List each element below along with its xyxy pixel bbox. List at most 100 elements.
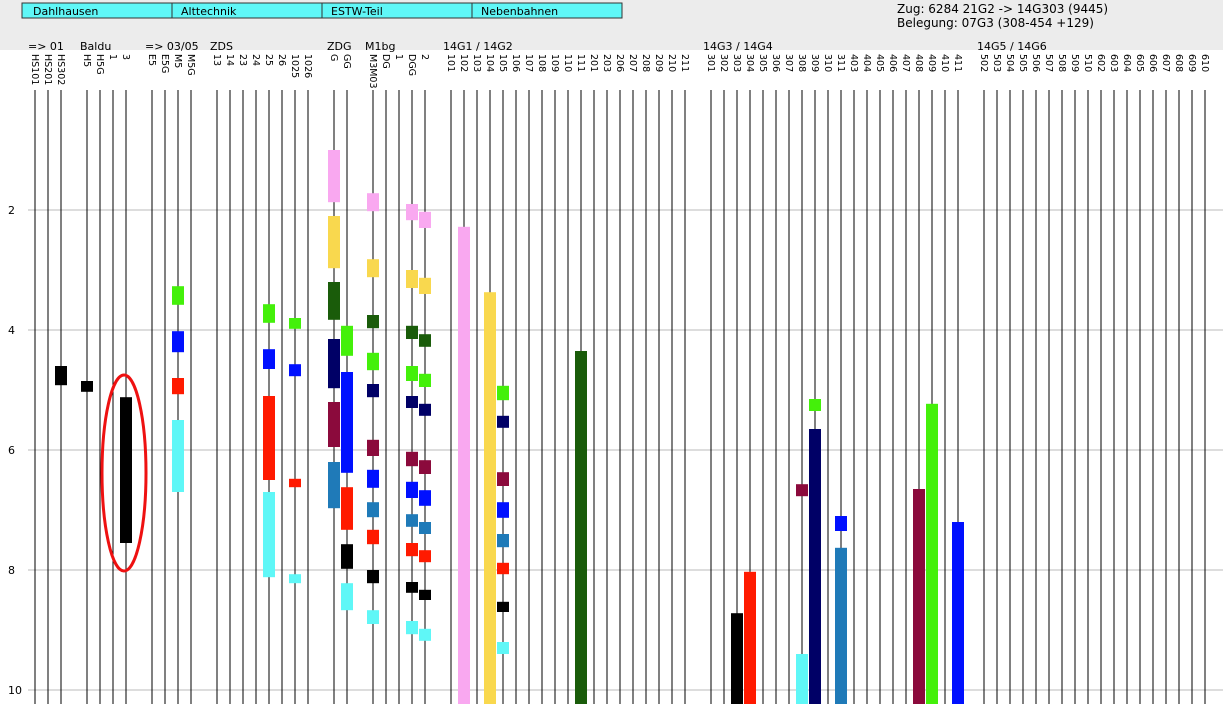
occupancy-bar bbox=[55, 366, 67, 386]
occupancy-bar bbox=[367, 529, 379, 545]
track-label: M5 bbox=[172, 54, 183, 68]
occupancy-bar bbox=[406, 396, 418, 408]
occupancy-bar bbox=[419, 522, 431, 534]
occupancy-bar bbox=[497, 472, 509, 486]
track-label: 1 bbox=[393, 54, 404, 60]
occupancy-bar bbox=[328, 282, 340, 320]
track-label: 13 bbox=[211, 54, 222, 66]
tracks: HS101 HS201 HS302 H5 H5G 1 3 E5 E5G M5 M5G 13 14 23 24… bbox=[29, 54, 1210, 704]
track-label: 108 bbox=[536, 54, 547, 72]
occupancy-bar bbox=[419, 490, 431, 506]
track-label: G bbox=[328, 54, 339, 61]
occupancy-bar bbox=[367, 610, 379, 624]
group-label: => 01 bbox=[28, 40, 64, 53]
track-label: M5G bbox=[185, 54, 196, 76]
track-label: 1 bbox=[107, 54, 118, 60]
occupancy-bar bbox=[406, 514, 418, 527]
track-label: 26 bbox=[276, 54, 287, 66]
occupancy-bar bbox=[263, 492, 275, 578]
group-label: ZDS bbox=[210, 40, 233, 53]
occupancy-bar bbox=[367, 502, 379, 518]
track-label: 25 bbox=[263, 54, 274, 66]
track-label: 111 bbox=[575, 54, 586, 72]
track-label: 307 bbox=[783, 54, 794, 72]
occupancy-bar bbox=[497, 385, 509, 401]
grid: 2 4 6 8 10 bbox=[8, 204, 1223, 697]
occupancy-bar bbox=[406, 451, 418, 467]
group-label: M1bg bbox=[365, 40, 395, 53]
track-label: 602 bbox=[1095, 54, 1106, 72]
group-label: 14G5 / 14G6 bbox=[977, 40, 1047, 53]
occupancy-bar bbox=[120, 397, 132, 543]
group-label: => 03/05 bbox=[145, 40, 199, 53]
occupancy-bar bbox=[406, 543, 418, 557]
track-label: HS201 bbox=[42, 54, 53, 85]
track-label: 503 bbox=[991, 54, 1002, 72]
bars bbox=[55, 150, 964, 704]
track-label: 606 bbox=[1147, 54, 1158, 72]
occupancy-bar bbox=[419, 211, 431, 228]
track-label: 23 bbox=[237, 54, 248, 66]
track-label: 510 bbox=[1082, 54, 1093, 72]
track-label: 110 bbox=[562, 54, 573, 72]
occupancy-bar bbox=[341, 372, 353, 473]
group-label: 14G1 / 14G2 bbox=[443, 40, 513, 53]
occupancy-bar bbox=[419, 277, 431, 294]
occupancy-bar bbox=[263, 304, 275, 323]
occupancy-bar bbox=[328, 339, 340, 389]
occupancy-bar bbox=[367, 384, 379, 398]
occupancy-bar bbox=[289, 574, 301, 584]
occupancy-bar bbox=[406, 325, 418, 339]
occupancy-bar bbox=[367, 570, 379, 584]
occupancy-bar bbox=[341, 544, 353, 569]
tab-label[interactable]: Nebenbahnen bbox=[481, 5, 558, 18]
tab-label[interactable]: Dahlhausen bbox=[33, 5, 98, 18]
tab-label[interactable]: Alttechnik bbox=[181, 5, 237, 18]
occupancy-bar bbox=[796, 484, 808, 497]
track-label: HS101 bbox=[29, 54, 40, 85]
occupancy-bar bbox=[926, 403, 938, 704]
track-label: 102 bbox=[458, 54, 469, 72]
track-label: H5 bbox=[81, 54, 92, 67]
track-label: 104 bbox=[484, 54, 495, 72]
track-label: DGG bbox=[406, 54, 417, 76]
track-label: 2 bbox=[419, 54, 430, 60]
track-label: 109 bbox=[549, 54, 560, 72]
track-label: 308 bbox=[796, 54, 807, 72]
occupancy-bar bbox=[172, 331, 184, 353]
track-label: 201 bbox=[588, 54, 599, 72]
occupancy-bar bbox=[367, 469, 379, 488]
tab[interactable] bbox=[471, 2, 623, 19]
track-label: 203 bbox=[601, 54, 612, 72]
occupancy-bar bbox=[406, 366, 418, 381]
occupancy-bar bbox=[172, 420, 184, 492]
occupancy-bar bbox=[263, 349, 275, 369]
track-label: 609 bbox=[1186, 54, 1197, 72]
track-label: 208 bbox=[640, 54, 651, 72]
track-label: 309 bbox=[809, 54, 820, 72]
occupancy-bar bbox=[263, 396, 275, 480]
y-tick-label: 2 bbox=[8, 204, 15, 217]
occupancy-bar bbox=[835, 547, 847, 704]
track-label: 209 bbox=[653, 54, 664, 72]
y-tick-label: 8 bbox=[8, 564, 15, 577]
occupancy-bar bbox=[81, 381, 93, 392]
occupancy-bar bbox=[419, 628, 431, 641]
track-label: 24 bbox=[250, 54, 261, 66]
track-label: E5G bbox=[159, 54, 170, 73]
track-label: 408 bbox=[913, 54, 924, 72]
occupancy-bar bbox=[497, 502, 509, 518]
occupancy-bar bbox=[809, 429, 821, 704]
track-label: M3M03 bbox=[367, 54, 378, 89]
occupancy-bar bbox=[406, 270, 418, 288]
occupancy-bar bbox=[497, 534, 509, 548]
track-label: E5 bbox=[146, 54, 157, 66]
occupancy-bar bbox=[367, 259, 379, 278]
occupancy-bar bbox=[328, 150, 340, 203]
tab-label[interactable]: ESTW-Teil bbox=[331, 5, 383, 18]
occupancy-bar bbox=[497, 601, 509, 612]
track-label: 506 bbox=[1030, 54, 1041, 72]
occupancy-bar bbox=[341, 487, 353, 530]
track-label: 607 bbox=[1160, 54, 1171, 72]
occupancy-bar bbox=[419, 403, 431, 416]
